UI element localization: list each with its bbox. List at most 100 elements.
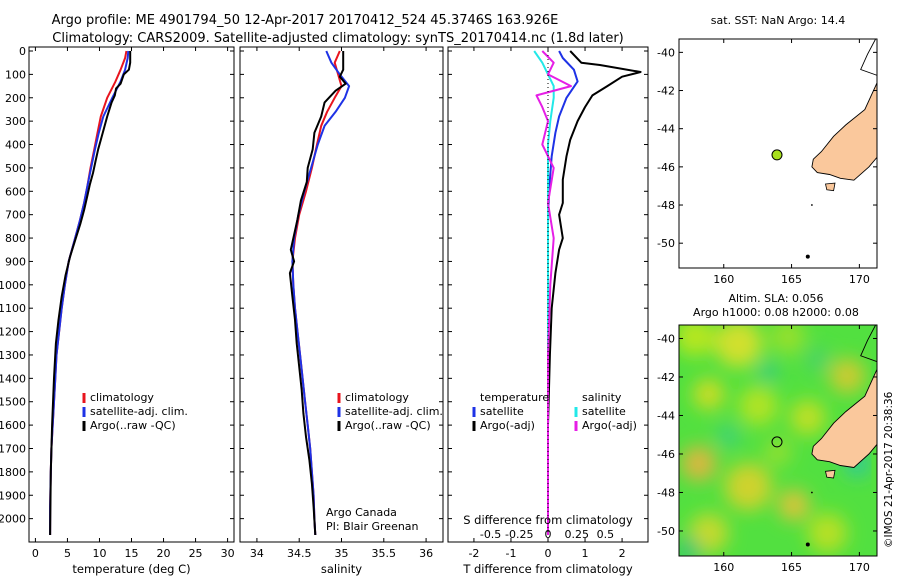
y-tick-label: -40	[657, 332, 675, 345]
y-tick-label: 1500	[0, 396, 26, 409]
temperature-profile-series	[49, 50, 132, 536]
snares-islands	[811, 204, 813, 206]
coastline-north	[860, 39, 877, 76]
s-tick-label: 0.5	[597, 528, 615, 541]
x-axis-label: salinity	[321, 562, 362, 576]
x-tick-label: 0	[545, 547, 552, 560]
sla-map-title-2: Argo h1000: 0.08 h2000: 0.08	[693, 306, 859, 319]
sla-cell	[778, 489, 810, 521]
sla-cell	[738, 386, 778, 426]
y-tick-label: -46	[657, 448, 675, 461]
s-tick-label: -0.25	[505, 528, 533, 541]
series-line	[535, 50, 572, 535]
legend-label: climatology	[90, 391, 154, 404]
series-line	[533, 50, 555, 535]
series-line	[547, 50, 642, 535]
y-tick-label: -42	[657, 85, 675, 98]
y-tick-label: 1000	[0, 279, 26, 292]
legend-title: temperature	[480, 391, 549, 404]
sla-map-frame	[678, 324, 878, 557]
x-tick-label: 25	[189, 547, 203, 560]
stewart-island	[825, 182, 836, 192]
sla-cell	[714, 325, 763, 368]
legend-label: Argo(-adj)	[582, 419, 637, 432]
salinity-profile-frame	[239, 46, 444, 543]
s-tick-label: -0.5	[480, 528, 501, 541]
y-tick-label: 1800	[0, 466, 26, 479]
y-tick-label: 300	[5, 115, 26, 128]
y-tick-label: -48	[657, 486, 675, 499]
y-tick-label: -50	[657, 525, 675, 538]
sla-cell	[679, 325, 715, 357]
y-tick-label: 100	[5, 68, 26, 81]
y-tick-label: -42	[657, 371, 675, 384]
sla-map-content	[679, 325, 877, 556]
x-tick-label: 36	[419, 547, 433, 560]
y-tick-label: -44	[657, 123, 675, 136]
x-axis-label: temperature (deg C)	[72, 562, 190, 576]
legend-label: satellite-adj. clim.	[90, 405, 188, 418]
auckland-islands	[805, 254, 810, 259]
y-tick-label: -46	[657, 161, 675, 174]
sst-map-frame	[678, 38, 878, 269]
legend-label: satellite	[582, 405, 626, 418]
x-tick-label: 165	[781, 561, 802, 574]
y-tick-label: 500	[5, 162, 26, 175]
series-line	[291, 50, 343, 536]
sla-cell	[724, 462, 773, 511]
sst-map-content	[679, 39, 877, 268]
y-tick-label: 1600	[0, 419, 26, 432]
y-tick-label: 1400	[0, 372, 26, 385]
credit-line-2: PI: Blair Greenan	[326, 520, 419, 533]
x-tick-label: 165	[781, 273, 802, 286]
sla-cell	[764, 438, 792, 466]
x-tick-label: 20	[157, 547, 171, 560]
x-tick-label: 35	[335, 547, 349, 560]
x-tick-label: 160	[713, 273, 734, 286]
x-tick-label: 170	[849, 561, 870, 574]
y-tick-label: 700	[5, 209, 26, 222]
y-tick-label: -48	[657, 199, 675, 212]
x-tick-label: 2	[619, 547, 626, 560]
sla-cell	[770, 325, 806, 355]
x-tick-label: 160	[713, 561, 734, 574]
sla-cell	[789, 399, 826, 436]
sla-map-title-1: Altim. SLA: 0.056	[728, 292, 823, 305]
credit-line-1: Argo Canada	[326, 506, 397, 519]
float-position-marker	[771, 149, 783, 161]
float-position-marker	[771, 436, 783, 448]
temperature-profile-frame	[28, 46, 235, 543]
x-tick-label: 35.5	[372, 547, 397, 560]
stewart-island	[825, 469, 836, 479]
sla-cell	[758, 361, 778, 382]
s-tick-label: 0.25	[564, 528, 589, 541]
sla-field	[679, 325, 872, 556]
x-tick-label: -2	[468, 547, 479, 560]
x-tick-label: 170	[849, 273, 870, 286]
legend-label: satellite-adj. clim.	[345, 405, 443, 418]
difference-panel: -2 -1 0 1 2 T difference from climatology -0.5…	[447, 46, 649, 576]
sla-cell	[805, 347, 830, 372]
difference-profile-series	[533, 50, 642, 535]
legend-label: Argo(-adj)	[480, 419, 535, 432]
x-tick-label: 15	[125, 547, 139, 560]
x-axis-label: T difference from climatology	[462, 562, 633, 576]
coastline-south-island	[811, 368, 877, 468]
y-tick-label: 200	[5, 92, 26, 105]
y-tick-label: 1100	[0, 302, 26, 315]
snares-islands	[811, 491, 813, 494]
y-tick-label: -40	[657, 46, 675, 59]
x-tick-label: 34	[250, 547, 264, 560]
figure-title-line-2: Climatology: CARS2009. Satellite-adjuste…	[52, 31, 624, 46]
sla-cell	[829, 358, 866, 394]
watermark-text: ©IMOS 21-Apr-2017 20:38:36	[883, 391, 895, 548]
sla-cell	[679, 537, 701, 556]
sst-map-title: sat. SST: NaN Argo: 14.4	[711, 14, 845, 27]
y-tick-label: 1900	[0, 489, 26, 502]
x-tick-label: 34.5	[287, 547, 312, 560]
x-tick-label: 1	[582, 547, 589, 560]
y-tick-label: 2000	[0, 513, 26, 526]
temperature-panel: 0100200300400500600700800900100011001200…	[0, 45, 235, 576]
